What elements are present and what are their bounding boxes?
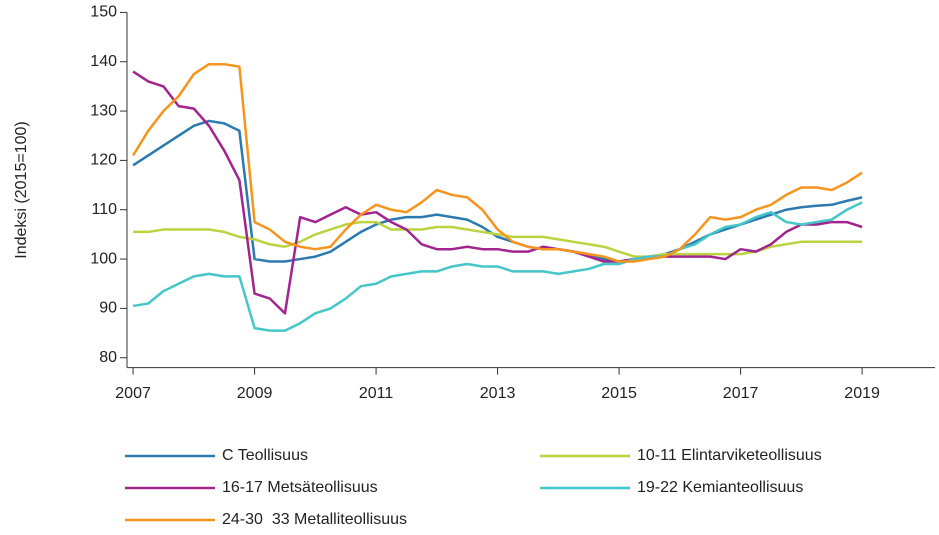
x-tick-label: 2011 [359, 385, 394, 402]
legend-label: C Teollisuus [222, 447, 308, 464]
x-tick-label: 2015 [601, 385, 637, 402]
y-tick-label: 110 [91, 201, 117, 218]
series-line [132, 70, 863, 315]
x-tick-label: 2007 [115, 385, 151, 402]
legend-label: 24-30 33 Metalliteollisuus [222, 511, 407, 528]
legend-label: 10-11 Elintarviketeollisuus [637, 447, 822, 464]
y-tick-label: 120 [90, 152, 117, 169]
series-line [133, 220, 863, 258]
y-tick-label: 130 [90, 102, 117, 119]
y-tick-label: 100 [90, 250, 117, 267]
y-tick-label: 140 [90, 53, 117, 70]
y-tick-label: 150 [90, 4, 117, 21]
series-line [132, 201, 863, 332]
y-tick-label: 80 [99, 349, 117, 366]
legend-label: 19-22 Kemianteollisuus [637, 479, 803, 496]
legend-label: 16-17 Metsäteollisuus [222, 479, 378, 496]
series-line [132, 119, 863, 263]
x-tick-label: 2017 [723, 385, 759, 402]
x-tick-label: 2013 [480, 385, 516, 402]
y-axis-label: Indeksi (2015=100) [13, 121, 30, 258]
y-tick-label: 90 [99, 300, 117, 317]
series-line [132, 62, 863, 263]
x-tick-label: 2019 [844, 385, 880, 402]
x-tick-label: 2009 [237, 385, 273, 402]
